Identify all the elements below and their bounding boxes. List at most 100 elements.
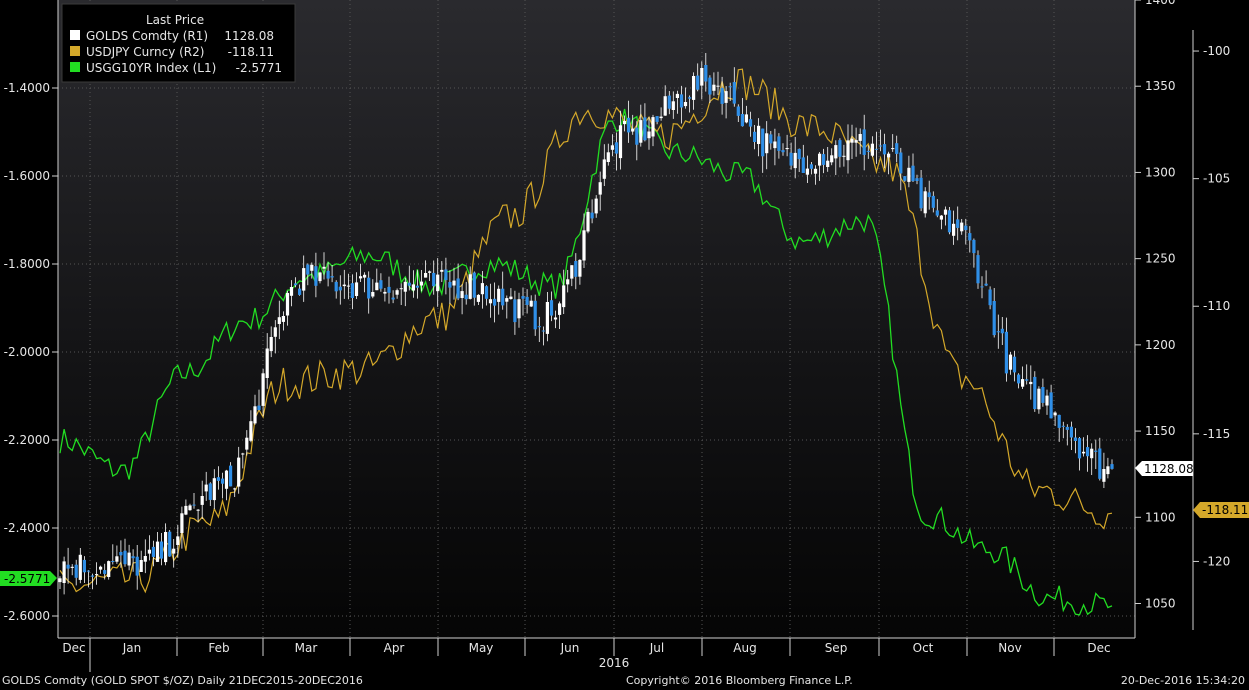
month-label: Feb [208,641,229,655]
candle-body [135,556,139,576]
candle-body [968,233,972,241]
candle-body [1000,328,1004,334]
candle-body [671,101,675,110]
candle-body [655,116,659,122]
candle-body [460,291,464,298]
candle-body [874,148,878,150]
candle-body [643,117,647,141]
legend-swatch-usgg10yr [70,62,80,72]
candle-body [82,559,86,573]
candle-body [692,76,696,100]
candle-body [1086,447,1090,457]
candle-body [509,296,513,299]
candle-body [960,222,964,232]
candle-body [590,212,594,219]
last-value-l1: -2.5771 [4,572,50,586]
last-value-tag-r2: -118.11 [1193,502,1249,518]
candle-body [415,285,419,288]
candle-body [66,564,70,569]
candle-body [419,281,424,286]
candle-body [484,286,489,299]
candle-body [200,496,204,505]
legend-value-gold: 1128.08 [224,29,274,43]
tick-label-r2: -115 [1203,427,1230,441]
candle-body [728,86,732,88]
candle-body [769,134,773,144]
candle-body [237,457,241,487]
tick-label-l1: -2.0000 [4,345,50,359]
candle-body [1033,376,1037,409]
footer-copyright: Copyright© 2016 Bloomberg Finance L.P. [626,674,853,687]
candle-body [818,153,822,166]
candle-body [1021,379,1025,387]
legend-value-usgg10yr: -2.5771 [236,61,282,75]
candle-body [131,556,135,559]
legend-value-usdjpy: -118.11 [228,45,274,59]
candle-body [1110,464,1114,469]
candle-body [984,283,988,286]
candle-body [594,198,598,214]
candle-body [119,552,123,556]
month-label: Jan [122,641,142,655]
candle-body [952,223,956,236]
candle-body [651,117,655,137]
candle-body [371,292,375,297]
candle-body [627,117,631,133]
footer-security-info: GOLDS Comdty (GOLD SPOT $/OZ) Daily 21DE… [2,674,363,687]
candle-body [350,283,354,298]
candle-body [602,159,606,179]
month-label: May [469,641,494,655]
candle-body [367,277,371,299]
candle-body [1102,469,1106,482]
month-label: Apr [384,641,405,655]
candle-body [452,280,456,286]
candle-body [757,125,761,144]
candle-body [846,140,850,161]
candle-body [891,148,895,150]
candle-body [517,299,521,319]
candle-body [424,273,428,278]
candle-body [761,128,765,157]
candle-body [708,77,712,95]
candle-body [712,84,716,91]
candle-body [541,330,545,332]
candle-body [1069,426,1073,438]
candle-body [586,211,590,232]
candle-body [476,294,480,302]
candle-body [618,125,623,159]
candle-body [956,219,960,228]
candle-body [549,300,554,316]
candle-body [870,143,874,156]
footer-timestamp: 20-Dec-2016 15:34:20 [1120,674,1245,687]
axes: -1.4000 -1.6000 -1.8000 -2.0000 -2.2000 -2.40… [4,0,1230,672]
candle-body [797,149,801,160]
candle-body [805,168,809,175]
candle-body [830,155,834,163]
candle-body [688,97,692,99]
candle-body [95,574,99,576]
candle-body [1106,466,1110,475]
candle-body [1094,450,1098,452]
month-label: Mar [295,641,318,655]
month-label: Jun [560,641,580,655]
candle-body [58,578,62,583]
candle-body [866,150,870,152]
candle-body [915,178,919,181]
candle-body [147,549,151,554]
candle-body [614,142,619,154]
month-label: Oct [913,641,934,655]
candle-body [229,465,233,487]
candle-body [216,477,220,481]
candle-body [172,548,176,554]
candle-body [513,299,517,323]
candle-body [1012,356,1017,373]
candle-body [70,566,74,568]
candle-body [732,82,736,104]
candle-body [574,261,578,277]
tick-label-l1: -1.6000 [4,169,50,183]
candle-body [545,302,549,334]
tick-label-r2: -110 [1203,299,1230,313]
candle-body [456,278,460,299]
candle-body [334,281,338,292]
candle-body [777,136,781,151]
